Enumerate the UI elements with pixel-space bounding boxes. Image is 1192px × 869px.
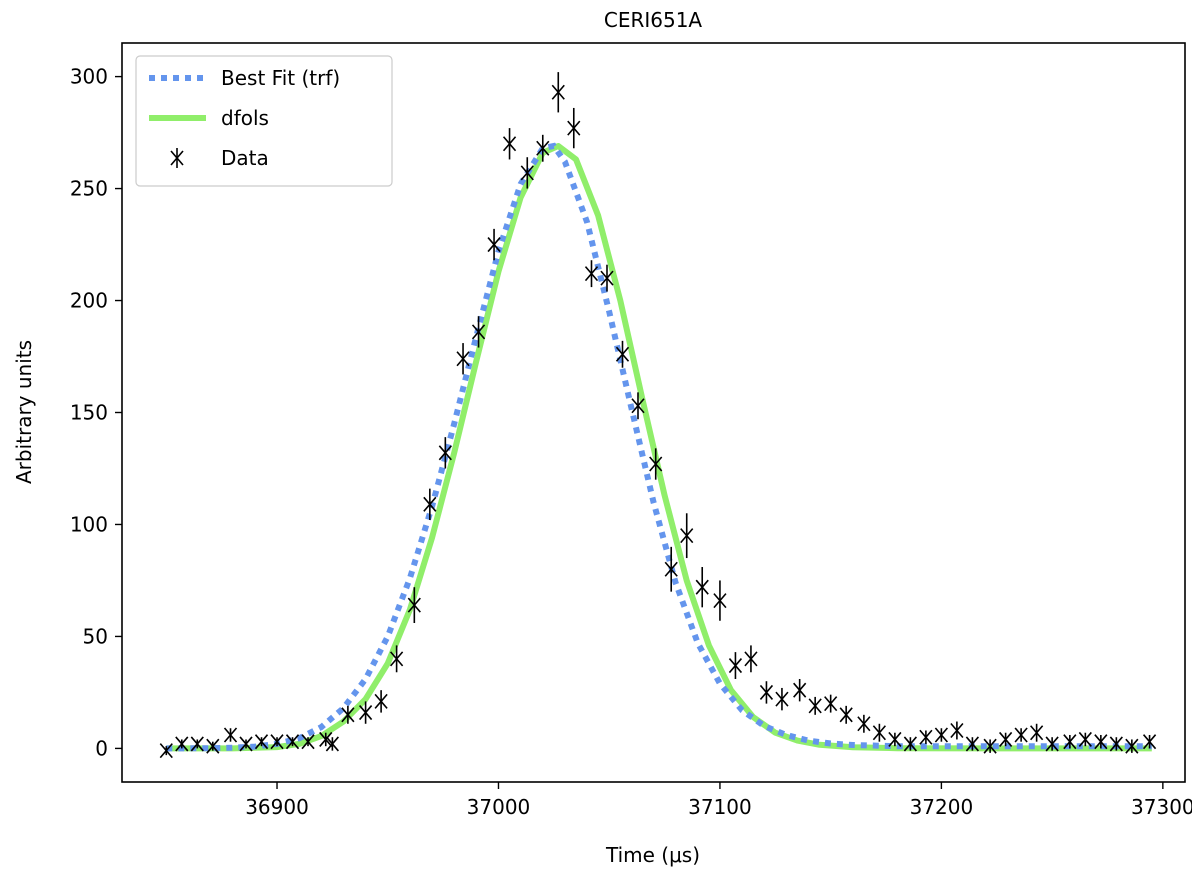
data-point: [759, 681, 774, 704]
data-point: [680, 513, 694, 559]
data-point: [983, 738, 997, 754]
data-point: [159, 743, 173, 759]
data-point: [438, 437, 452, 469]
data-point: [175, 736, 189, 752]
data-point: [615, 340, 630, 368]
data-point: [567, 107, 581, 149]
data-point: [190, 736, 204, 752]
data-point: [934, 727, 949, 743]
data-point: [695, 567, 709, 608]
series-line-dfols: [166, 143, 1152, 752]
series-line-best-fit: [166, 142, 1152, 752]
data-point: [551, 72, 565, 113]
data-point: [407, 587, 421, 624]
data-point: [744, 645, 758, 673]
data-point: [319, 731, 333, 747]
data-point: [793, 678, 807, 702]
data-point: [1063, 734, 1077, 750]
data-point: [1014, 727, 1028, 743]
data-point: [857, 714, 871, 733]
data-point: [775, 687, 789, 711]
data-point: [1045, 736, 1059, 752]
data-point: [950, 721, 964, 740]
data-point: [1030, 723, 1044, 742]
data-point: [872, 723, 886, 742]
data-point: [341, 705, 355, 724]
y-tick-label: 100: [70, 512, 108, 536]
data-point: [325, 736, 339, 752]
x-tick-label: 37000: [467, 795, 531, 819]
data-point: [285, 734, 300, 750]
legend-label-best-fit: Best Fit (trf): [221, 66, 340, 90]
legend-label-data: Data: [221, 146, 269, 170]
data-point: [584, 260, 599, 288]
y-tick-label: 150: [70, 401, 108, 425]
data-point: [487, 228, 501, 261]
data-point: [808, 696, 822, 715]
data-point: [600, 264, 614, 292]
x-tick-label: 37200: [910, 795, 974, 819]
x-tick-label: 37100: [688, 795, 752, 819]
data-point: [536, 134, 550, 162]
legend-label-dfols: dfols: [221, 106, 269, 130]
data-point: [1125, 738, 1139, 754]
data-point: [824, 694, 838, 713]
series-layer: [159, 72, 1157, 759]
y-tick-label: 0: [95, 736, 108, 760]
data-point: [270, 734, 284, 750]
data-point: [520, 157, 534, 189]
legend-box: [135, 55, 393, 187]
data-point: [390, 645, 404, 673]
data-point: [839, 705, 853, 724]
x-axis-label: Time (μs): [605, 843, 700, 867]
data-point: [471, 316, 486, 348]
data-point: [903, 736, 917, 752]
data-point: [223, 727, 238, 743]
data-point: [206, 738, 220, 754]
data-point: [1142, 734, 1157, 750]
data-point: [664, 546, 678, 592]
legend-swatch-data: [170, 148, 184, 168]
data-point: [713, 580, 727, 621]
y-tick-label: 200: [70, 289, 108, 313]
data-point: [728, 652, 743, 679]
y-tick-label: 250: [70, 177, 108, 201]
data-point: [502, 128, 517, 160]
data-point: [456, 343, 470, 375]
y-axis-label: Arbitrary units: [12, 340, 36, 484]
data-point: [919, 729, 933, 745]
x-tick-label: 37300: [1131, 795, 1192, 819]
data-point: [999, 731, 1013, 747]
data-point: [358, 701, 373, 724]
data-point: [631, 392, 645, 420]
legend: Best Fit (trf) dfols Data: [135, 55, 393, 187]
data-point: [239, 736, 253, 752]
data-point: [1078, 731, 1092, 747]
data-point: [254, 734, 269, 750]
data-point: [649, 448, 663, 480]
chart-title: CERI651A: [604, 8, 703, 32]
data-point: [301, 734, 315, 750]
y-tick-label: 50: [83, 624, 108, 648]
data-point: [1094, 734, 1108, 750]
data-point: [374, 690, 388, 713]
y-tick-label: 300: [70, 65, 108, 89]
x-tick-label: 36900: [245, 795, 309, 819]
data-point: [965, 736, 980, 752]
data-point: [888, 731, 902, 747]
ticks-layer: 36900 37000 37100 37200 37300 0 50 100 150 200 250…: [70, 65, 1192, 819]
data-point: [1109, 736, 1123, 752]
data-point: [423, 488, 437, 520]
